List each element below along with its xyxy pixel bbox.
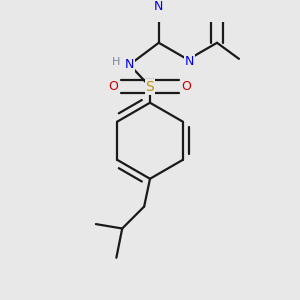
Text: O: O <box>109 80 118 93</box>
Text: S: S <box>146 80 154 94</box>
Text: N: N <box>154 0 164 13</box>
Text: N: N <box>125 58 134 71</box>
Text: O: O <box>182 80 191 93</box>
Text: N: N <box>185 56 194 68</box>
Text: H: H <box>112 57 121 68</box>
